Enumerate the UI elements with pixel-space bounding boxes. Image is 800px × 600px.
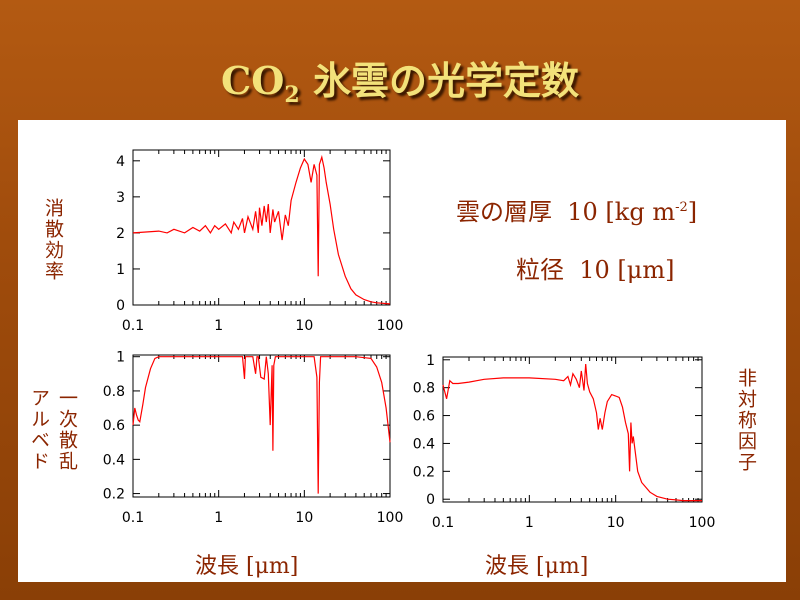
y-tick-label: 0.2 xyxy=(103,487,125,503)
x-tick-label: 0.1 xyxy=(122,318,144,334)
extinction-ylabel: 消散効率 xyxy=(42,198,64,282)
y-tick-label: 0.4 xyxy=(413,436,435,452)
y-tick-label: 1 xyxy=(116,262,125,278)
y-tick-label: 1 xyxy=(426,353,435,369)
x-tick-label: 100 xyxy=(377,318,404,334)
y-tick-label: 0.8 xyxy=(413,381,435,397)
x-tick-label: 10 xyxy=(607,515,625,531)
extinction-chart: 0.1 1 10 100 0 1 2 3 4 xyxy=(116,149,404,334)
thickness-label: 雲の層厚 xyxy=(456,198,552,226)
x-tick-label: 1 xyxy=(525,515,534,531)
plot-frame xyxy=(132,354,391,498)
radius-label: 粒径 xyxy=(516,256,564,284)
x-tick-label: 100 xyxy=(689,515,716,531)
y-tick-label: 0.4 xyxy=(103,452,125,468)
x-tick-label: 1 xyxy=(214,510,223,526)
asymmetry-ylabel: 非対称因子 xyxy=(735,368,757,473)
radius-value: 10 [μm] xyxy=(579,256,675,284)
y-tick-label: 2 xyxy=(116,226,125,242)
slide-title: CO2 氷雲の光学定数 xyxy=(0,50,800,108)
x-tick-label: 0.1 xyxy=(122,510,144,526)
series-line xyxy=(442,363,702,502)
x-tick-label: 10 xyxy=(295,510,313,526)
y-tick-label: 0 xyxy=(426,492,435,508)
y-tick-label: 1 xyxy=(116,350,125,366)
x-tick-label: 1 xyxy=(214,318,223,334)
y-tick-label: 0.6 xyxy=(413,409,435,425)
y-tick-label: 0.6 xyxy=(103,418,125,434)
cloud-thickness: 雲の層厚 10 [kg m-2] xyxy=(456,198,698,226)
thickness-exponent: -2 xyxy=(675,200,688,215)
title-rest: 氷雲の光学定数 xyxy=(299,58,579,103)
albedo-ylabel-line2: アルベド xyxy=(28,388,50,472)
albedo-chart: 0.1 1 10 100 0.2 0.4 0.6 0.8 1 xyxy=(103,350,404,526)
x-tick-label: 100 xyxy=(377,510,404,526)
series-line xyxy=(132,356,391,494)
y-tick-label: 0 xyxy=(116,298,125,314)
thickness-value: 10 [kg m xyxy=(567,198,676,226)
y-tick-label: 4 xyxy=(116,154,125,170)
plot-frame xyxy=(442,356,703,503)
x-tick-label: 10 xyxy=(295,318,313,334)
asymmetry-chart: 0.1 1 10 100 0 0.2 0.4 0.6 0.8 1 xyxy=(413,353,716,531)
y-tick-label: 0.8 xyxy=(103,384,125,400)
particle-radius: 粒径 10 [μm] xyxy=(516,250,675,285)
x-tick-label: 0.1 xyxy=(432,515,454,531)
xlabel-right: 波長 [μm] xyxy=(485,554,589,579)
y-tick-label: 0.2 xyxy=(413,464,435,480)
plot-frame xyxy=(132,149,391,306)
title-co2: CO2 xyxy=(221,58,300,108)
y-tick-label: 3 xyxy=(116,190,125,206)
albedo-ylabel-line1: 一次散乱 xyxy=(56,388,78,472)
series-line xyxy=(132,154,391,305)
xlabel-left: 波長 [μm] xyxy=(195,554,299,579)
